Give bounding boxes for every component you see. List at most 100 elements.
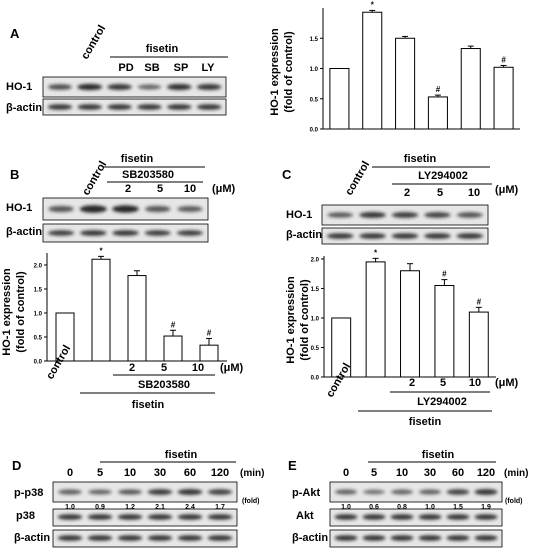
panel-d-band (117, 535, 143, 541)
panel-b-dose-10: 10 (184, 183, 196, 195)
panel-e-blot-akt (329, 508, 503, 527)
panel-a-bands (47, 83, 222, 110)
panel-a-bar (427, 96, 448, 130)
panel-b-bar (55, 312, 75, 362)
panel-a-blot-actin (42, 98, 227, 116)
panel-a-lane-ly: LY (201, 62, 215, 74)
panel-d-row-actin: β-actin (14, 532, 50, 544)
panel-e-row-akt: Akt (296, 510, 314, 522)
panel-b-bands (47, 205, 204, 236)
panel-e-band (335, 489, 357, 495)
panel-b-band (112, 230, 139, 236)
panel-a-annotation: # (436, 85, 441, 94)
panel-d-time-label: 0 (67, 467, 73, 479)
panel-a-ylabel-1: HO-1 expression (269, 28, 281, 116)
panel-a-bar (493, 66, 514, 130)
panel-c-annotation: * (374, 248, 378, 257)
panel-e-letter: E (288, 458, 297, 473)
panel-c-fisetin-label: fisetin (404, 153, 437, 165)
panel-e-band (334, 514, 358, 520)
panel-a-band (196, 104, 222, 110)
panel-b-ylabel-1: HO-1 expression (1, 268, 13, 356)
panel-c-x-fisetin: fisetin (409, 416, 442, 428)
panel-e-band (474, 535, 498, 541)
panel-e-time-label: 60 (452, 467, 464, 479)
panel-c-ylabel-1: HO-1 expression (285, 276, 297, 364)
panel-a-letter: A (10, 26, 20, 41)
panel-a-band (47, 104, 73, 110)
panel-b-ylabel-2: (fold of control) (15, 271, 27, 353)
panel-b-ytick-label: 0.5 (34, 336, 43, 342)
panel-a-blot-ho1 (42, 76, 227, 98)
panel-d-band (147, 514, 173, 520)
panel-d-band (177, 514, 203, 520)
panel-a-chart: 0.0 0.5 1.0 1.5 * # # (310, 0, 520, 134)
panel-a-annotation: # (501, 55, 506, 64)
panel-c-bands (326, 212, 484, 239)
panel-c-row-actin: β-actin (286, 229, 322, 241)
panel-a-lane-pd: PD (118, 62, 133, 74)
panel-b-inhibitor-label: SB203580 (122, 169, 174, 181)
panel-e-band (390, 514, 414, 520)
panel-b-band (80, 230, 107, 236)
panel-c-ytick-label: 1.5 (311, 287, 320, 293)
panel-e-band (391, 489, 413, 495)
panel-d-blot-p38 (52, 508, 238, 527)
panel-d-fold-value: 1.7 (215, 504, 225, 511)
panel-e-blot-actin (329, 529, 503, 548)
panel-d-letter: D (12, 458, 21, 473)
panel-a-ytick-label: 1.0 (310, 67, 319, 73)
panel-c-bar (434, 285, 455, 378)
panel-b: B control fisetin SB203580 2 5 10 (μM) H… (1, 153, 244, 411)
panel-c-band (456, 233, 484, 239)
panel-c-control-label: control (343, 159, 372, 197)
panel-c-band (359, 233, 386, 239)
panel-d-band (58, 489, 82, 495)
panel-c-dose-unit: (μM) (495, 184, 519, 196)
panel-a-band (107, 104, 132, 110)
panel-e-band (446, 489, 470, 495)
panel-d-band (207, 514, 233, 520)
panel-b-bar (163, 335, 183, 362)
panel-d-band (177, 535, 203, 541)
panel-e-time-label: 10 (396, 467, 408, 479)
panel-d-band (118, 489, 142, 495)
panel-b-dose-5: 5 (157, 183, 163, 195)
panel-d-fold-value: 0.9 (95, 504, 105, 511)
panel-a-band (107, 84, 132, 90)
panel-a-ylabel-2: (fold of control) (283, 31, 295, 113)
panel-c-band (391, 212, 419, 218)
panel-c-ytick-label: 1.0 (311, 316, 320, 322)
panel-e-time-label: 30 (424, 467, 436, 479)
panel-c-x-unit: (μM) (495, 377, 519, 389)
panel-c-inhibitor-label: LY294002 (418, 170, 468, 182)
panel-e-time-label: 5 (371, 467, 377, 479)
panel-d-band (207, 489, 233, 495)
panel-b-ytick-label: 1.5 (34, 288, 43, 294)
panel-a-row-ho1: HO-1 (6, 81, 32, 93)
panel-d-blot-pp38 (52, 481, 238, 503)
panel-e-band (362, 514, 386, 520)
panel-c-x-dose-2: 2 (409, 377, 415, 389)
panel-c-annotation: # (442, 270, 447, 279)
panel-d-fold-unit: (fold) (242, 498, 260, 505)
panel-c-bar (468, 311, 489, 378)
panel-b-band (144, 230, 171, 236)
panel-b-band (144, 205, 171, 213)
panel-e-fold-value: 1.5 (453, 504, 463, 511)
panel-b-row-ho1: HO-1 (6, 202, 32, 214)
panel-b-ytick-label: 0.0 (34, 360, 43, 366)
panel-e-fold-value: 1.0 (425, 504, 435, 511)
panel-c-x-dose-10: 10 (469, 377, 481, 389)
panel-b-band (47, 230, 75, 236)
panel-b-ytick-label: 1.0 (34, 312, 43, 318)
panel-b-x-control: control (44, 343, 73, 381)
panel-c-x-dose-5: 5 (440, 377, 446, 389)
panel-c-x-inhibitor: LY294002 (417, 396, 467, 408)
panel-e-band (390, 535, 414, 541)
panel-e-fold-value: 1.0 (341, 504, 351, 511)
panel-e-row-pakt: p-Akt (292, 487, 320, 499)
panel-d-row-pp38: p-p38 (14, 487, 43, 499)
panel-e-labels: 0 1.0 5 0.6 10 0.8 30 1.0 60 1.5 120 1.9 (341, 467, 495, 511)
panel-b-annotation: # (207, 328, 212, 337)
